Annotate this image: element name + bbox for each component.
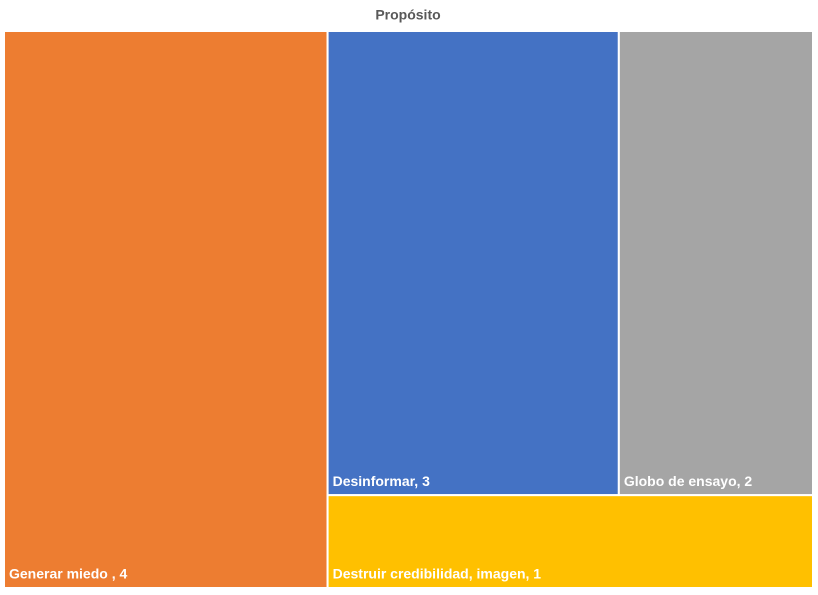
chart-title: Propósito: [375, 7, 440, 23]
data-label: Destruir credibilidad, imagen, 1: [333, 566, 542, 582]
data-label: Desinformar, 3: [333, 473, 430, 489]
treemap-tile: [326, 494, 814, 589]
treemap-tile: [3, 30, 329, 589]
treemap-tile: [326, 30, 620, 497]
data-label: Generar miedo , 4: [9, 566, 127, 582]
treemap-tile: [617, 30, 815, 497]
data-label: Globo de ensayo, 2: [624, 473, 753, 489]
